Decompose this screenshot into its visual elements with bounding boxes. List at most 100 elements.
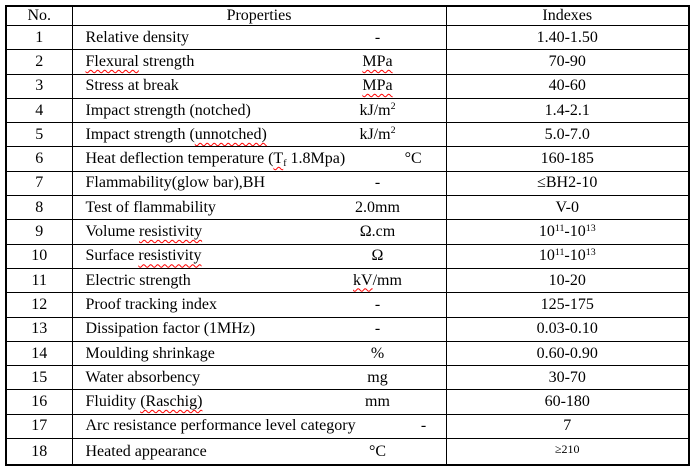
property-row-content: Moulding shrinkage% bbox=[73, 345, 445, 363]
text-segment: 13 bbox=[585, 222, 596, 234]
index-cell: 0.60-0.90 bbox=[445, 340, 690, 367]
text-segment: mg bbox=[367, 368, 388, 386]
property-row-content: Impact strength (unnotched) kJ/m2 bbox=[73, 125, 445, 144]
property-name: Moulding shrinkage bbox=[73, 345, 310, 363]
text-segment: resistivity bbox=[138, 223, 203, 241]
text-segment: Electric strength bbox=[85, 271, 191, 289]
text-segment: 10-20 bbox=[548, 271, 586, 289]
property-unit: MPa bbox=[310, 77, 446, 95]
text-segment: Ω bbox=[371, 247, 384, 265]
no-cell: 17 bbox=[5, 413, 73, 440]
property-row-content: Dissipation factor (1MHz) - bbox=[73, 320, 446, 338]
table-header: No. Properties Indexes bbox=[5, 5, 690, 26]
text-segment: 13 bbox=[585, 246, 596, 258]
text-segment: 7 bbox=[563, 417, 572, 435]
property-unit: - bbox=[356, 417, 445, 435]
property-cell: Flexural strength MPa bbox=[71, 49, 447, 75]
property-row-content: Electric strength kV/mm bbox=[73, 271, 445, 290]
text-segment: 125-175 bbox=[540, 295, 594, 313]
text-segment: 0.60-0.90 bbox=[536, 344, 598, 362]
no-cell: 4 bbox=[5, 97, 73, 124]
index-cell: 1.4-2.1 bbox=[445, 97, 690, 124]
property-cell: Surface resistivity Ω bbox=[71, 243, 447, 269]
no-cell: 14 bbox=[5, 340, 73, 367]
property-row-content: Heated appearance °C bbox=[73, 442, 445, 461]
text-segment: Arc resistance performance level categor… bbox=[85, 417, 356, 435]
property-unit: Ω bbox=[310, 247, 446, 265]
property-unit: mg bbox=[310, 369, 446, 387]
property-row-content: Volume resistivity Ω.cm bbox=[73, 223, 446, 241]
text-segment: 30-70 bbox=[548, 368, 586, 386]
index-cell: 1.40-1.50 bbox=[445, 24, 690, 51]
table-row: 17 Arc resistance performance level categ… bbox=[5, 413, 690, 440]
text-segment: 5.0-7.0 bbox=[544, 125, 590, 143]
text-segment: - bbox=[374, 28, 381, 46]
text-segment: - bbox=[374, 320, 381, 338]
property-cell: Proof tracking index - bbox=[71, 292, 447, 318]
text-segment: - bbox=[420, 417, 427, 435]
text-segment: Water absorbency bbox=[85, 368, 201, 386]
text-segment: Test of flammability bbox=[85, 198, 216, 216]
text-segment: Heat deflection temperature ( bbox=[85, 150, 274, 168]
index-cell: 160-185 bbox=[445, 146, 690, 172]
text-segment: strength bbox=[138, 52, 195, 70]
table-row: 16 Fluidity (Raschig) mm 60-180 bbox=[5, 389, 690, 415]
index-cell: 40-60 bbox=[445, 73, 690, 99]
text-segment: 1.40-1.50 bbox=[536, 28, 598, 46]
text-segment: Impact strength (notched) bbox=[85, 101, 251, 119]
text-segment: 60-180 bbox=[544, 393, 590, 411]
column-header-no: No. bbox=[5, 5, 73, 26]
property-cell: Volume resistivity Ω.cm bbox=[71, 219, 447, 245]
text-segment: MPa bbox=[362, 52, 393, 70]
table-row: 8 Test of flammability 2.0mm V-0 bbox=[5, 195, 690, 221]
text-segment: 11 bbox=[554, 246, 565, 258]
no-cell: 5 bbox=[5, 122, 73, 148]
property-unit: - bbox=[310, 174, 446, 192]
text-segment: Surface bbox=[85, 247, 139, 265]
no-cell: 16 bbox=[5, 389, 73, 415]
text-segment: mm bbox=[365, 393, 390, 411]
property-cell: Impact strength (notched) kJ/m2 bbox=[71, 97, 447, 124]
property-row-content: Arc resistance performance level categor… bbox=[73, 417, 445, 435]
property-row-content: Stress at break MPa bbox=[73, 77, 446, 95]
property-cell: Fluidity (Raschig) mm bbox=[71, 389, 447, 415]
no-cell: 7 bbox=[5, 170, 73, 197]
table-row: 14 Moulding shrinkage% 0.60-0.90 bbox=[5, 340, 690, 367]
property-name: Impact strength (notched) bbox=[73, 102, 310, 120]
table-row: 18 Heated appearance °C ≥210 bbox=[5, 438, 690, 466]
property-cell: Moulding shrinkage% bbox=[71, 340, 447, 367]
property-name: Fluidity (Raschig) bbox=[73, 393, 310, 411]
text-segment: 2 bbox=[390, 125, 396, 137]
table-row: 9 Volume resistivity Ω.cm 1011-1013 bbox=[5, 219, 690, 245]
property-name: Electric strength bbox=[73, 272, 310, 290]
no-cell: 2 bbox=[5, 49, 73, 75]
text-segment: Moulding shrinkage bbox=[85, 344, 215, 362]
property-unit: Ω.cm bbox=[310, 223, 446, 241]
index-cell: 10-20 bbox=[445, 267, 690, 294]
property-unit: °C bbox=[345, 150, 445, 168]
property-unit: MPa bbox=[310, 53, 446, 71]
table-row: 4 Impact strength (notched) kJ/m2 1.4-2.1 bbox=[5, 97, 690, 124]
text-segment: Heated appearance bbox=[85, 442, 207, 460]
property-name: Stress at break bbox=[73, 77, 310, 95]
text-segment: kV bbox=[353, 271, 373, 289]
text-segment: Stress at break bbox=[85, 77, 179, 95]
no-cell: 9 bbox=[5, 219, 73, 245]
text-segment: 2.0mm bbox=[355, 198, 400, 216]
index-cell: 1011-1013 bbox=[445, 243, 690, 269]
property-name: Heat deflection temperature (Tf 1.8Mpa) bbox=[73, 150, 346, 170]
property-row-content: Test of flammability 2.0mm bbox=[73, 198, 446, 217]
property-unit: 2.0mm bbox=[310, 199, 446, 217]
table-row: 10 Surface resistivity Ω 1011-1013 bbox=[5, 243, 690, 269]
text-segment: f bbox=[283, 158, 287, 170]
property-cell: Flammability(glow bar),BH - bbox=[71, 170, 447, 197]
text-segment: ≤BH2-10 bbox=[537, 174, 598, 192]
text-segment: /mm bbox=[372, 271, 402, 289]
text-segment: Ω.cm bbox=[359, 223, 396, 241]
property-unit: - bbox=[310, 29, 446, 47]
property-unit: - bbox=[310, 320, 446, 338]
index-cell: V-0 bbox=[445, 195, 690, 221]
text-segment: - bbox=[374, 295, 381, 313]
property-name: Dissipation factor (1MHz) bbox=[73, 320, 310, 338]
text-segment: Relative density bbox=[85, 28, 190, 46]
